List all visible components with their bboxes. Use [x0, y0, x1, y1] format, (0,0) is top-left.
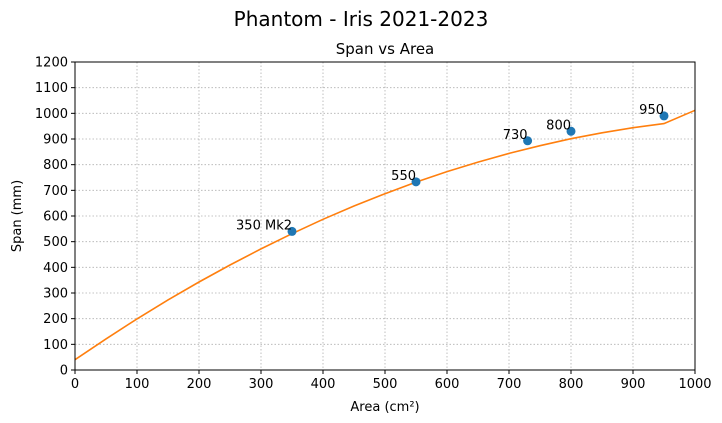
y-axis-label: Span (mm) — [10, 180, 25, 252]
y-tick-label: 1200 — [35, 56, 68, 71]
y-tick-label: 1100 — [35, 81, 68, 96]
y-tick-label: 500 — [43, 235, 68, 250]
fit-curve-group — [74, 109, 696, 361]
figure-title: Phantom - Iris 2021-2023 — [234, 7, 489, 31]
y-tick-label: 900 — [43, 133, 68, 148]
y-tick-label: 100 — [43, 338, 68, 353]
data-point — [411, 177, 421, 187]
y-tick-label: 0 — [60, 364, 68, 379]
y-tick-label: 1000 — [35, 107, 68, 122]
x-tick-label: 300 — [249, 377, 274, 392]
data-point-label: 550 — [391, 169, 416, 184]
chart-title: Span vs Area — [336, 40, 435, 58]
x-tick-label: 0 — [71, 377, 79, 392]
x-tick-label: 200 — [187, 377, 212, 392]
data-point — [566, 126, 576, 136]
x-tick-label: 700 — [497, 377, 522, 392]
data-point-label: 950 — [639, 103, 664, 118]
x-tick-label: 500 — [373, 377, 398, 392]
y-tick-label: 300 — [43, 287, 68, 302]
y-axis-ticks: 0 100 200 300 400 500 600 700 800 900 1000 1100 1200 — [35, 56, 75, 379]
x-axis-label: Area (cm²) — [350, 400, 419, 415]
data-point — [287, 226, 297, 236]
data-point-label: 350 Mk2 — [236, 218, 292, 233]
y-tick-label: 600 — [43, 210, 68, 225]
y-tick-label: 700 — [43, 184, 68, 199]
y-tick-label: 400 — [43, 261, 68, 276]
x-tick-label: 400 — [311, 377, 336, 392]
data-points — [287, 111, 669, 236]
y-tick-label: 200 — [43, 312, 68, 327]
grid-lines — [74, 61, 696, 371]
point-labels: 350 Mk2 550 730 800 950 — [236, 103, 664, 233]
x-axis-ticks: 0 100 200 300 400 500 600 700 800 900 1000 — [71, 370, 712, 392]
data-point — [659, 111, 669, 121]
x-tick-label: 1000 — [678, 377, 711, 392]
x-tick-label: 100 — [125, 377, 150, 392]
data-point — [523, 136, 533, 146]
x-tick-label: 900 — [621, 377, 646, 392]
y-tick-label: 800 — [43, 158, 68, 173]
fit-curve-line — [74, 109, 696, 361]
x-tick-label: 800 — [559, 377, 584, 392]
data-point-label: 800 — [546, 118, 571, 133]
data-point-label: 730 — [503, 128, 528, 143]
x-tick-label: 600 — [435, 377, 460, 392]
